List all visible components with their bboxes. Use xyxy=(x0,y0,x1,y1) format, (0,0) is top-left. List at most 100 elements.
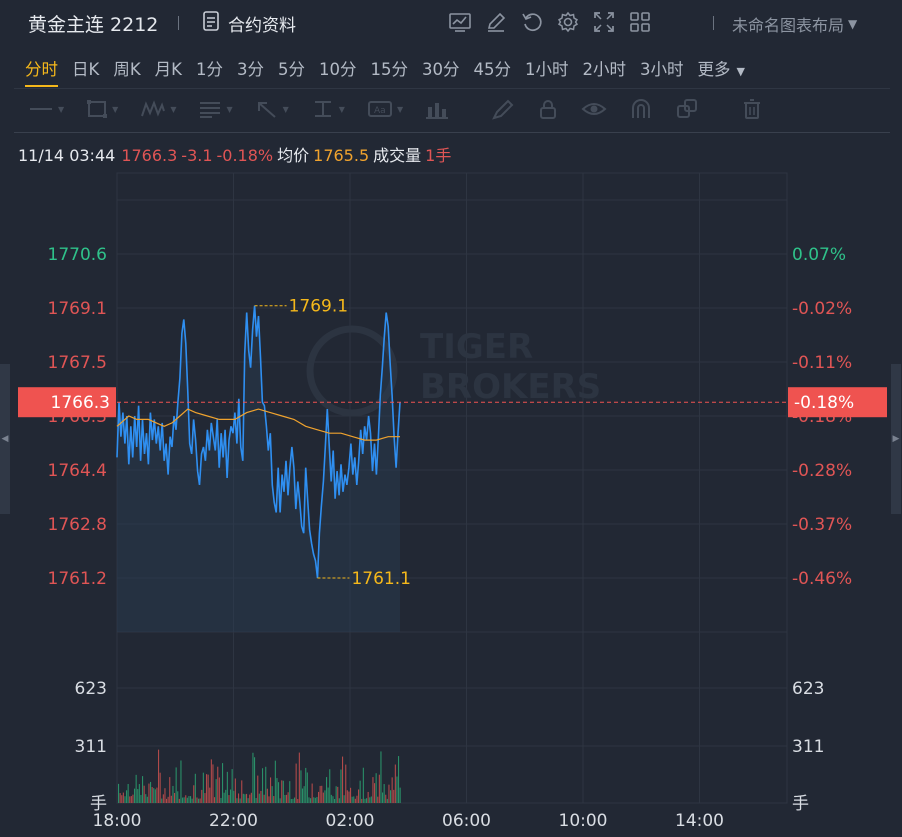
line-tool-icon[interactable]: ▼ xyxy=(30,104,65,114)
period-tab[interactable]: 2小时 xyxy=(575,54,633,84)
period-tab[interactable]: 10分 xyxy=(312,54,364,84)
volume-bar xyxy=(186,797,188,803)
period-tab-label: 月K xyxy=(154,60,182,79)
brush-icon[interactable] xyxy=(491,98,515,120)
volume-bar xyxy=(159,772,161,803)
undo-icon[interactable] xyxy=(520,9,544,35)
volume-bar xyxy=(174,792,176,803)
symbol-title[interactable]: 黄金主连 2212 xyxy=(28,14,159,36)
volume-bar xyxy=(334,798,336,803)
eye-icon[interactable] xyxy=(581,99,607,119)
period-tab[interactable]: 更多 ▼ xyxy=(690,54,751,84)
volume-bar xyxy=(297,798,299,803)
layout-selector[interactable]: 未命名图表布局 ▼ xyxy=(732,12,857,36)
measure-tool-icon[interactable] xyxy=(425,99,449,119)
period-tab[interactable]: 周K xyxy=(106,54,147,84)
volume-bar xyxy=(386,798,388,803)
settings-gear-icon[interactable] xyxy=(556,9,580,35)
volume-bar xyxy=(327,787,329,803)
x-axis-tick-label: 10:00 xyxy=(559,811,608,831)
volume-bar xyxy=(385,794,387,803)
volume-bar xyxy=(313,797,315,803)
pen-edit-icon[interactable] xyxy=(484,9,508,35)
rect-tool-icon[interactable]: ▼ xyxy=(86,99,118,119)
volume-bar xyxy=(129,796,131,803)
volume-bar xyxy=(201,789,203,803)
period-tab[interactable]: 30分 xyxy=(415,54,467,84)
volume-bar xyxy=(250,792,252,803)
volume-bar xyxy=(271,786,273,803)
volume-bar xyxy=(234,778,236,803)
contract-info-button[interactable]: 合约资料 xyxy=(202,11,296,36)
volume-bar xyxy=(126,790,128,803)
volume-bar xyxy=(252,752,254,803)
x-axis-tick-label: 18:00 xyxy=(93,811,142,831)
volume-bar xyxy=(305,767,307,803)
fullscreen-icon[interactable] xyxy=(592,9,616,35)
period-tab-label: 1小时 xyxy=(524,60,569,79)
volume-bar xyxy=(343,795,345,803)
volume-bar xyxy=(127,783,129,803)
volume-bar xyxy=(231,769,233,803)
quote-info-line: 11/14 03:44 1766.3 -3.1 -0.18% 均价 1765.5 成交量 1手 xyxy=(18,142,457,166)
volume-bar xyxy=(193,785,195,803)
drawing-toolbar: ▼ ▼ ▼ ▼ ▼ ▼ Aa ▼ xyxy=(28,94,785,124)
volume-bar xyxy=(391,777,393,803)
volume-bar xyxy=(226,771,228,803)
copy-icon[interactable] xyxy=(675,98,699,120)
trash-icon[interactable] xyxy=(741,98,763,120)
arrow-tool-icon[interactable]: ▼ xyxy=(255,99,289,119)
period-tab[interactable]: 月K xyxy=(148,54,189,84)
period-tab-label: 5分 xyxy=(277,60,305,79)
magnet-icon[interactable] xyxy=(629,98,653,120)
volume-bar xyxy=(321,785,323,803)
volume-bar xyxy=(282,780,284,803)
volume-bar xyxy=(372,777,374,803)
volume-bar xyxy=(154,789,156,803)
text-cursor-tool-icon[interactable]: ▼ xyxy=(314,101,345,117)
volume-bar xyxy=(394,764,396,803)
volume-bar xyxy=(209,787,211,803)
wave-tool-icon[interactable]: ▼ xyxy=(140,99,176,119)
period-tab[interactable]: 15分 xyxy=(363,54,415,84)
volume-bar xyxy=(140,794,142,803)
period-tab[interactable]: 分时 xyxy=(18,54,65,87)
fib-tool-icon[interactable]: ▼ xyxy=(200,102,233,118)
volume-bar xyxy=(279,798,281,803)
volume-bar xyxy=(335,786,337,803)
volume-bar xyxy=(378,774,380,803)
left-panel-handle[interactable]: ◀ xyxy=(0,364,10,514)
volume-bar xyxy=(134,788,136,803)
period-tab[interactable]: 1分 xyxy=(189,54,230,84)
period-tab[interactable]: 日K xyxy=(65,54,106,84)
volume-bar xyxy=(225,789,227,803)
volume-bar xyxy=(338,798,340,803)
label-tool-icon[interactable]: Aa ▼ xyxy=(367,99,403,119)
volume-bar xyxy=(178,798,180,803)
current-pct-tag xyxy=(788,387,887,418)
period-tab[interactable]: 3小时 xyxy=(633,54,691,84)
quote-price: 1766.3 xyxy=(121,146,178,165)
period-tab-label: 10分 xyxy=(318,60,357,79)
volume-bar xyxy=(369,797,371,803)
volume-bar xyxy=(377,796,379,803)
chart-compare-icon[interactable] xyxy=(448,9,472,35)
volume-bar xyxy=(191,798,193,803)
period-tab[interactable]: 5分 xyxy=(271,54,312,84)
volume-bar xyxy=(212,764,214,803)
right-panel-handle[interactable]: ▶ xyxy=(891,364,901,514)
volume-unit-label: 手 xyxy=(792,794,809,814)
volume-bar xyxy=(268,796,270,803)
period-tab[interactable]: 45分 xyxy=(466,54,518,84)
volume-bar xyxy=(247,798,249,803)
lock-icon[interactable] xyxy=(537,98,559,120)
volume-bar xyxy=(257,775,259,803)
volume-bar xyxy=(172,785,174,803)
period-tab[interactable]: 3分 xyxy=(230,54,271,84)
period-tab[interactable]: 1小时 xyxy=(518,54,576,84)
layout-grid-icon[interactable] xyxy=(628,9,652,35)
volume-bar xyxy=(167,796,169,803)
volume-bar xyxy=(399,787,401,803)
volume-bar xyxy=(204,793,206,803)
